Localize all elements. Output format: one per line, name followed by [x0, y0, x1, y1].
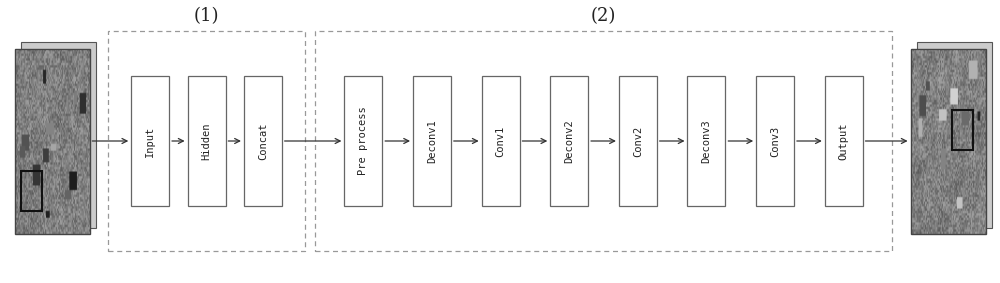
FancyBboxPatch shape: [244, 76, 282, 206]
FancyBboxPatch shape: [825, 76, 863, 206]
FancyBboxPatch shape: [344, 76, 382, 206]
Text: Conv2: Conv2: [633, 125, 643, 156]
FancyBboxPatch shape: [687, 76, 725, 206]
Text: (1): (1): [194, 7, 219, 25]
FancyBboxPatch shape: [756, 76, 794, 206]
Text: Hidden: Hidden: [202, 122, 212, 160]
Text: Pre process: Pre process: [358, 107, 368, 175]
FancyBboxPatch shape: [188, 76, 226, 206]
Text: Deconv3: Deconv3: [701, 119, 711, 163]
Text: Conv3: Conv3: [770, 125, 780, 156]
FancyBboxPatch shape: [482, 76, 520, 206]
Text: (2): (2): [591, 7, 616, 25]
Text: Input: Input: [145, 125, 155, 156]
Text: Output: Output: [839, 122, 849, 160]
Text: Concat: Concat: [258, 122, 268, 160]
Bar: [20, 171, 42, 211]
Text: Conv1: Conv1: [496, 125, 506, 156]
Text: Deconv2: Deconv2: [564, 119, 574, 163]
FancyBboxPatch shape: [917, 42, 992, 228]
Bar: [952, 110, 973, 150]
FancyBboxPatch shape: [550, 76, 588, 206]
FancyBboxPatch shape: [619, 76, 657, 206]
Text: Deconv1: Deconv1: [427, 119, 437, 163]
FancyBboxPatch shape: [20, 42, 96, 228]
FancyBboxPatch shape: [413, 76, 451, 206]
FancyBboxPatch shape: [131, 76, 169, 206]
